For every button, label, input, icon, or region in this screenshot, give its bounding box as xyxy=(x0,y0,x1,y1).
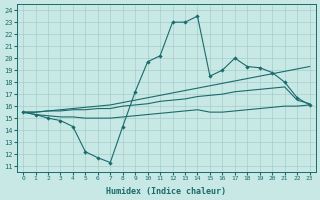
X-axis label: Humidex (Indice chaleur): Humidex (Indice chaleur) xyxy=(106,187,226,196)
